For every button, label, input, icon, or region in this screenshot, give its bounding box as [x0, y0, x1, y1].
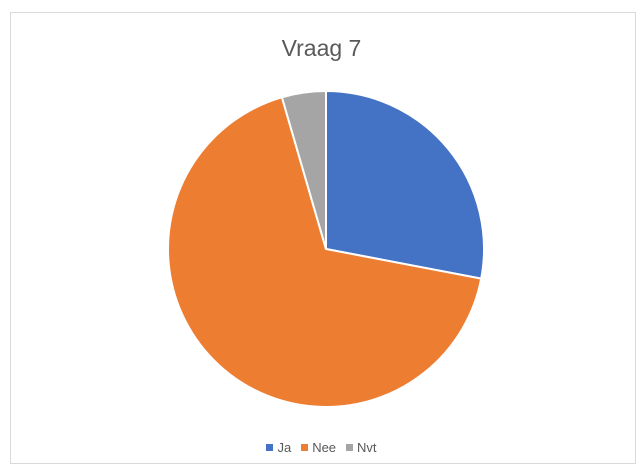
pie-slice-nvt	[280, 90, 327, 250]
legend-item-nvt: Nvt	[346, 440, 377, 455]
legend-label: Ja	[277, 440, 292, 455]
legend-swatch	[346, 444, 354, 451]
legend-swatch	[301, 444, 309, 451]
legend-label: Nee	[312, 440, 337, 455]
pie-slice-ja	[325, 90, 485, 280]
pie-slice-nee	[167, 96, 483, 408]
legend-item-ja: Ja	[266, 440, 291, 455]
chart-legend: Ja Nee Nvt	[0, 440, 643, 455]
legend-label: Nvt	[357, 440, 377, 455]
legend-item-nee: Nee	[301, 440, 336, 455]
chart-title: Vraag 7	[281, 35, 362, 61]
legend-swatch	[266, 444, 274, 451]
